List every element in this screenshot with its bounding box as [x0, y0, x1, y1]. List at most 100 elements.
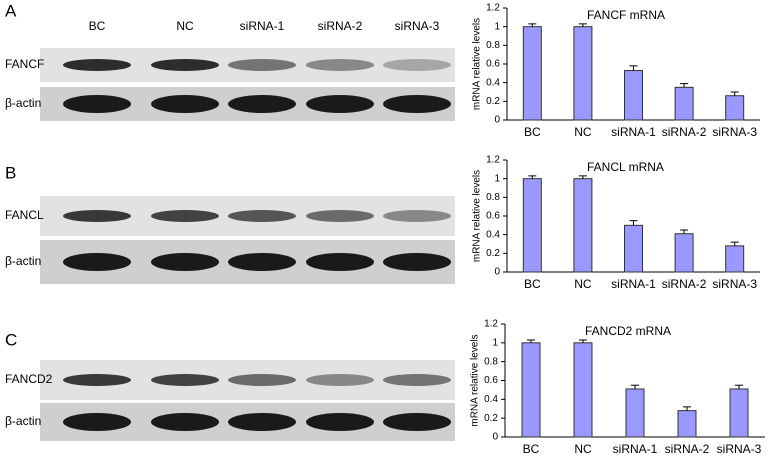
bar [624, 70, 643, 121]
y-tick-label: 0.6 [486, 211, 500, 222]
bar [725, 245, 745, 273]
y-axis-label: mRNA relative levels [472, 18, 483, 110]
y-tick-label: 1.2 [486, 3, 500, 14]
x-tick-label: siRNA-1 [611, 277, 656, 291]
panel-letter: B [5, 163, 16, 182]
y-tick-label: 0 [494, 267, 500, 278]
y-tick-label: 0.4 [486, 77, 500, 88]
band [228, 95, 296, 113]
chart-title: FANCF mRNA [587, 8, 665, 22]
row-label: FANCL [5, 208, 44, 222]
bar [625, 388, 645, 438]
bar [674, 233, 694, 273]
band [383, 59, 451, 71]
bar [624, 224, 643, 273]
y-tick-label: 0.6 [486, 59, 500, 70]
y-tick-label: 0.4 [486, 229, 500, 240]
x-tick-label: siRNA-2 [662, 277, 707, 291]
band [306, 374, 374, 386]
lane-label: siRNA-2 [318, 19, 363, 33]
error-bar [631, 384, 639, 389]
y-axis-label: mRNA relative levels [472, 170, 483, 262]
y-tick-label: 0.2 [486, 96, 500, 107]
band [228, 374, 296, 386]
bar [674, 86, 694, 121]
band [228, 59, 296, 71]
band [383, 210, 451, 222]
y-tick-label: 0.8 [486, 40, 500, 51]
error-bar [680, 83, 689, 88]
lane-label: siRNA-3 [395, 19, 440, 33]
bar [725, 95, 745, 121]
band [306, 95, 374, 113]
bar [522, 178, 542, 273]
x-tick-label: NC [574, 125, 592, 139]
row-label: FANCF [5, 57, 44, 71]
y-tick-label: 1.2 [486, 155, 500, 166]
y-tick-label: 1 [492, 337, 498, 348]
bar [729, 388, 749, 438]
band [63, 374, 131, 386]
band [63, 413, 131, 431]
error-bar [730, 241, 739, 246]
y-tick-label: 0.2 [484, 413, 498, 424]
x-tick-label: siRNA-1 [611, 125, 656, 139]
error-bar [578, 23, 587, 27]
bar [573, 178, 593, 273]
x-tick-label: siRNA-2 [665, 442, 710, 456]
row-label: β-actin [5, 254, 41, 268]
y-tick-label: 0.8 [484, 356, 498, 367]
error-bar [629, 65, 638, 71]
band [151, 210, 219, 222]
band [306, 210, 374, 222]
band [63, 59, 131, 71]
chart-title: FANCD2 mRNA [585, 324, 671, 338]
y-tick-label: 1.2 [484, 319, 498, 330]
bar [521, 342, 541, 438]
bar [573, 26, 593, 121]
bar [522, 26, 542, 121]
band [63, 253, 131, 271]
lane-label: BC [89, 19, 106, 33]
y-tick-label: 0 [494, 115, 500, 126]
band [63, 210, 131, 222]
error-bar [579, 339, 587, 343]
panel-letter: C [5, 330, 17, 349]
x-tick-label: NC [574, 277, 592, 291]
x-tick-label: siRNA-1 [613, 442, 658, 456]
bar [573, 342, 593, 438]
band [151, 253, 219, 271]
error-bar [680, 229, 689, 234]
x-tick-label: BC [524, 277, 541, 291]
x-tick-label: siRNA-2 [662, 125, 707, 139]
band [63, 95, 131, 113]
error-bar [528, 175, 537, 179]
band [151, 374, 219, 386]
x-tick-label: BC [523, 442, 540, 456]
band [383, 95, 451, 113]
y-tick-label: 0.2 [486, 248, 500, 259]
row-label: FANCD2 [5, 372, 53, 386]
band [151, 95, 219, 113]
error-bar [735, 384, 743, 389]
error-bar [578, 175, 587, 179]
y-tick-label: 0.4 [484, 394, 498, 405]
x-tick-label: siRNA-3 [712, 125, 757, 139]
band [383, 253, 451, 271]
y-tick-label: 0.8 [486, 192, 500, 203]
error-bar [730, 91, 739, 96]
band [383, 413, 451, 431]
lane-label: siRNA-1 [240, 19, 285, 33]
error-bar [629, 220, 638, 226]
chart-title: FANCL mRNA [587, 160, 664, 174]
x-tick-label: NC [574, 442, 592, 456]
y-axis-label: mRNA relative levels [470, 334, 481, 426]
x-tick-label: siRNA-3 [717, 442, 762, 456]
y-tick-label: 0 [492, 432, 498, 443]
x-tick-label: BC [524, 125, 541, 139]
band [228, 253, 296, 271]
bar [677, 410, 697, 438]
band [306, 413, 374, 431]
error-bar [528, 23, 537, 27]
